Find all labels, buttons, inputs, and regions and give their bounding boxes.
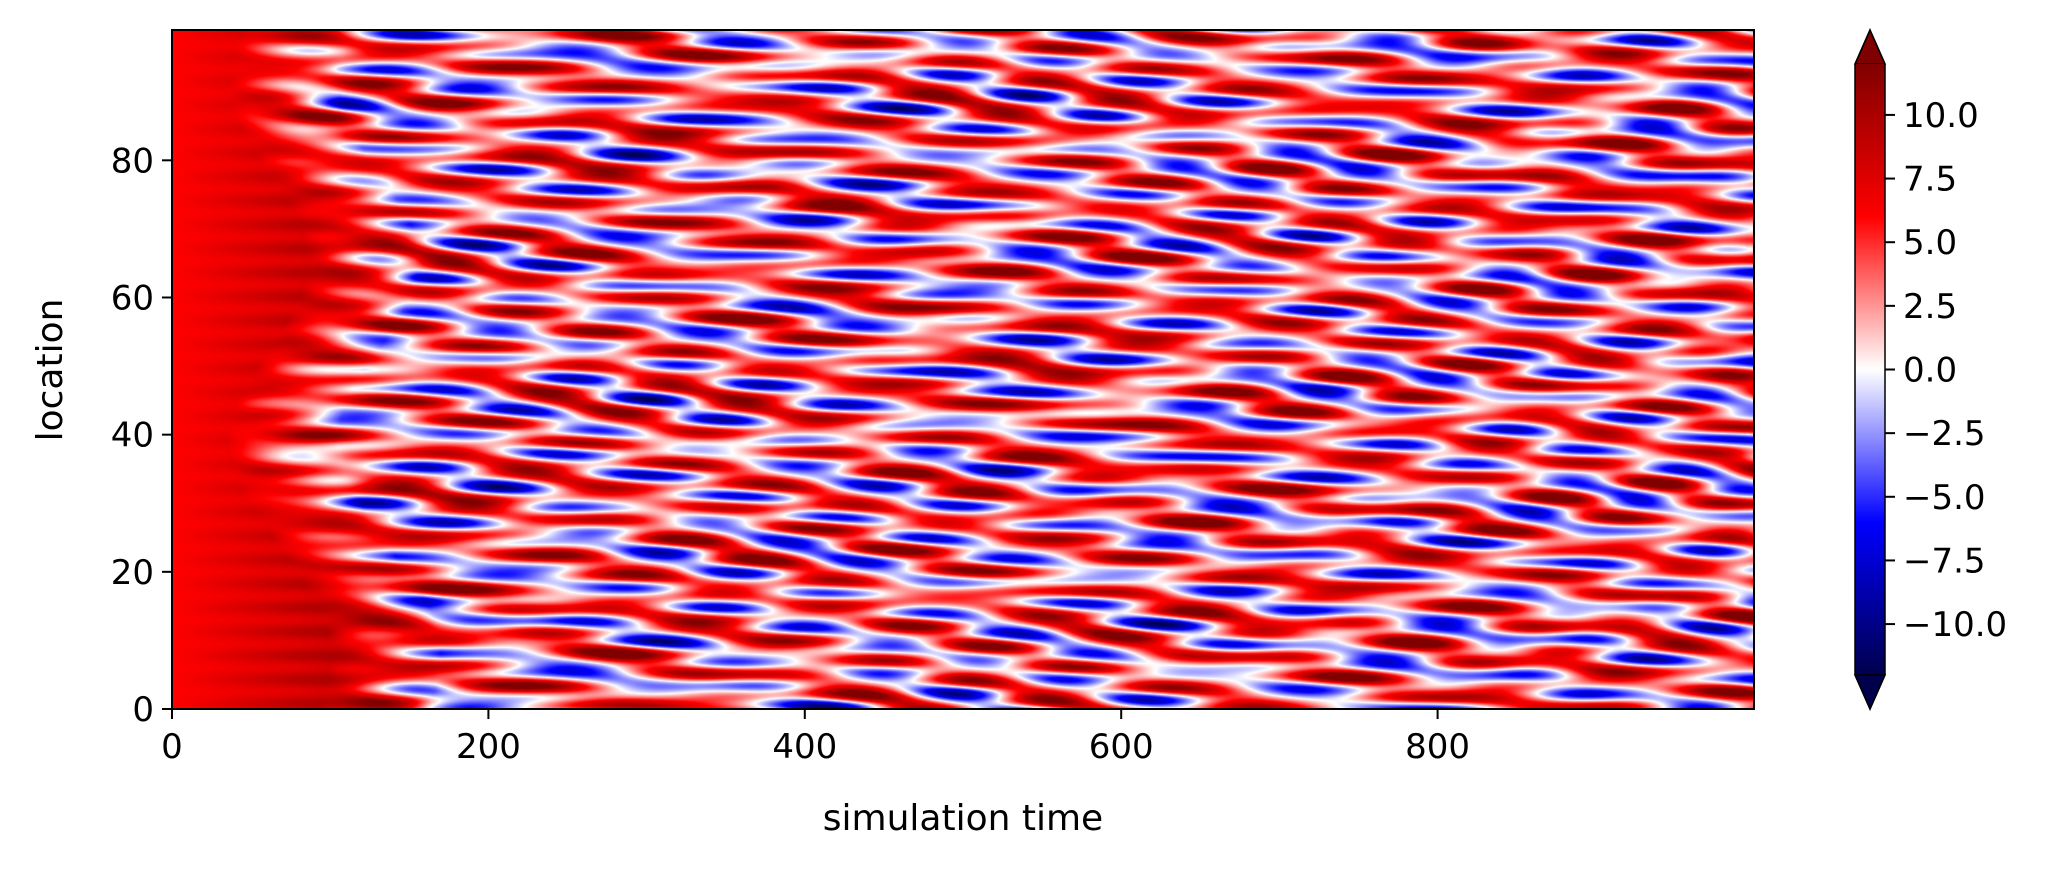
colorbar-ticks: 10.0 7.5 5.0 2.5 0.0 −2.5 −5.0 −7.5 −10.0 [1885, 96, 2007, 645]
colorbar-extend-max [1853, 28, 1887, 65]
y-tick-label: 80 [111, 141, 154, 181]
colorbar-extend-min [1853, 674, 1887, 711]
plot-frame [171, 29, 1755, 710]
x-tick-label: 200 [456, 727, 521, 767]
y-axis-label: location [30, 299, 71, 442]
colorbar-outline [1854, 28, 1886, 711]
colorbar-tick-label: 10.0 [1903, 96, 1979, 136]
heatmap-image [172, 30, 1754, 709]
colorbar-tick-label: 7.5 [1903, 160, 1957, 200]
x-tick-label: 600 [1089, 727, 1154, 767]
y-tick-label: 40 [111, 416, 154, 456]
x-axis-label: simulation time [823, 798, 1103, 839]
colorbar-tick-label: 5.0 [1903, 223, 1957, 263]
colorbar: 10.0 7.5 5.0 2.5 0.0 −2.5 −5.0 −7.5 −10.0 [1853, 28, 2007, 711]
y-axis: 0 20 40 60 80 [111, 141, 172, 730]
heatmap [172, 30, 1754, 709]
colorbar-tick-label: −10.0 [1903, 605, 2007, 645]
colorbar-tick-label: 2.5 [1903, 287, 1957, 327]
y-tick-label: 60 [111, 278, 154, 318]
colorbar-tick-label: −7.5 [1903, 541, 1986, 581]
x-tick-label: 800 [1405, 727, 1470, 767]
colorbar-tick-label: −5.0 [1903, 478, 1986, 518]
colorbar-gradient [1855, 64, 1885, 675]
colorbar-tick-label: −2.5 [1903, 414, 1986, 454]
colorbar-tick-label: 0.0 [1903, 351, 1957, 391]
x-tick-label: 0 [161, 727, 183, 767]
x-axis: 0 200 400 600 800 [161, 709, 1470, 767]
x-tick-label: 400 [772, 727, 837, 767]
y-tick-label: 0 [132, 690, 154, 730]
y-tick-label: 20 [111, 553, 154, 593]
